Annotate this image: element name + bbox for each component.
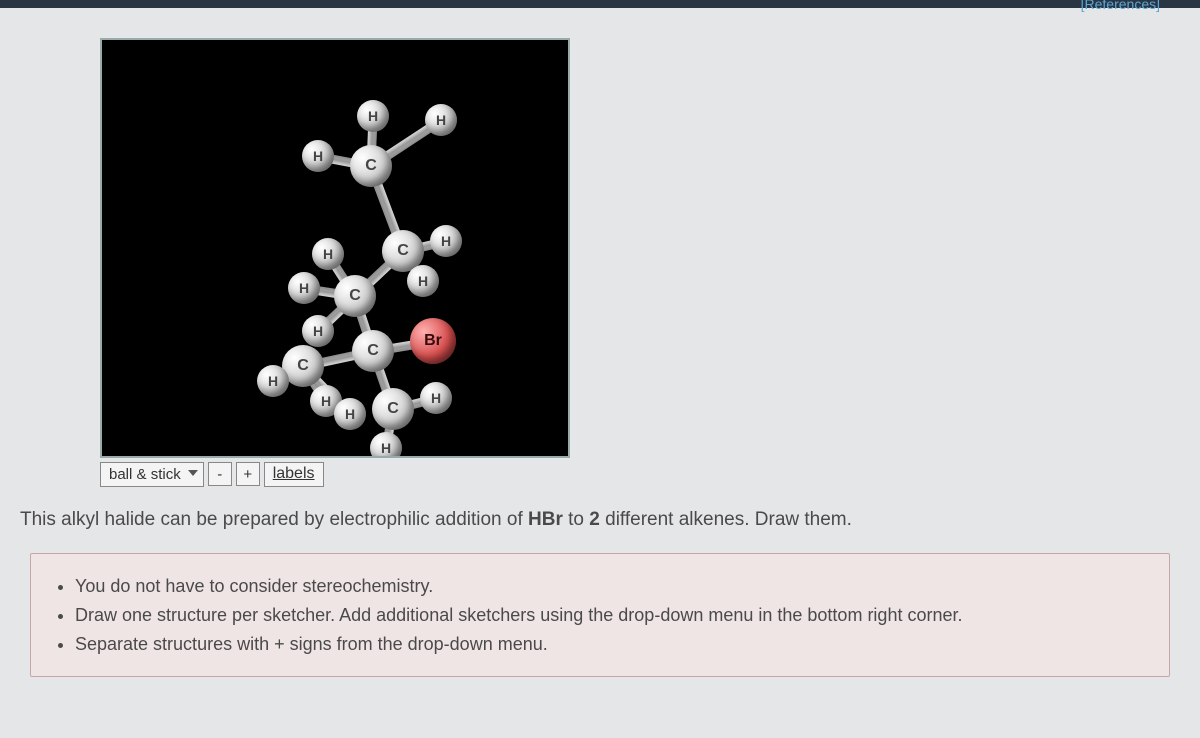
hint-item: You do not have to consider stereochemis… — [75, 572, 1151, 601]
atom-h: H — [334, 398, 366, 430]
atom-h: H — [407, 265, 439, 297]
atom-h: H — [302, 315, 334, 347]
atom-h: H — [420, 382, 452, 414]
atom-br: Br — [410, 318, 456, 364]
atom-h: H — [257, 365, 289, 397]
viewer-controls: ball & stick - + labels — [100, 462, 570, 487]
labels-button[interactable]: labels — [264, 462, 324, 487]
atom-h: H — [425, 104, 457, 136]
q-post: different alkenes. Draw them. — [600, 509, 852, 530]
zoom-in-button[interactable]: + — [236, 462, 260, 486]
molecule-viewer[interactable]: CCCCCCBrHHHHHHHHHHHHH — [100, 38, 570, 458]
render-mode-label: ball & stick — [109, 466, 181, 483]
q-hbr: HBr — [528, 509, 563, 530]
atom-c: C — [350, 145, 392, 187]
question-text: This alkyl halide can be prepared by ele… — [20, 509, 1180, 531]
chevron-down-icon — [188, 470, 198, 476]
references-link[interactable]: [References] — [1081, 0, 1160, 12]
top-bar: [References] — [0, 0, 1200, 8]
hint-list: You do not have to consider stereochemis… — [51, 572, 1151, 658]
hint-item: Draw one structure per sketcher. Add add… — [75, 601, 1151, 630]
q-mid: to — [563, 509, 589, 530]
hint-item: Separate structures with + signs from th… — [75, 630, 1151, 659]
atom-c: C — [372, 388, 414, 430]
render-mode-select[interactable]: ball & stick — [100, 462, 204, 487]
atom-c: C — [352, 330, 394, 372]
atom-h: H — [302, 140, 334, 172]
atom-h: H — [312, 238, 344, 270]
q-two: 2 — [589, 509, 600, 530]
hint-box: You do not have to consider stereochemis… — [30, 553, 1170, 677]
molecule-panel: CCCCCCBrHHHHHHHHHHHHH ball & stick - + l… — [100, 38, 570, 487]
atom-h: H — [357, 100, 389, 132]
q-pre: This alkyl halide can be prepared by ele… — [20, 509, 528, 530]
atom-h: H — [370, 432, 402, 458]
atom-h: H — [288, 272, 320, 304]
zoom-out-button[interactable]: - — [208, 462, 232, 486]
atom-c: C — [334, 275, 376, 317]
atom-h: H — [430, 225, 462, 257]
